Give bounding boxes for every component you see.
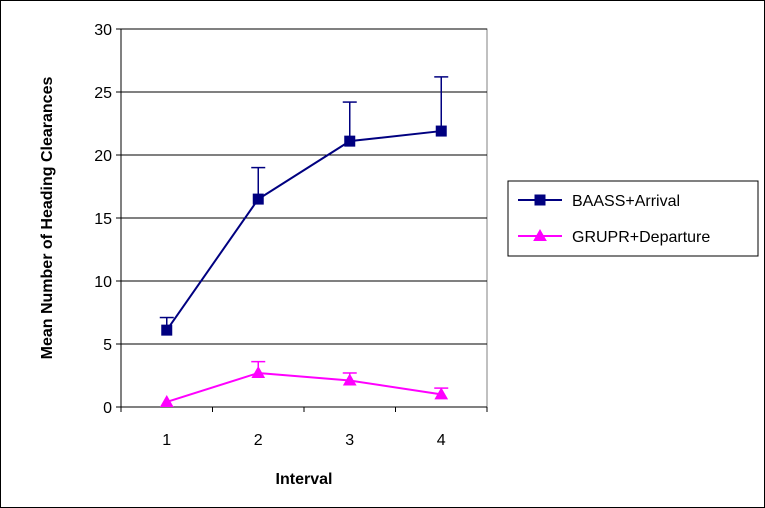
- axes: [116, 28, 488, 412]
- series-2: [159, 360, 449, 407]
- data-point: [342, 373, 357, 386]
- legend-label: GRUPR+Departure: [572, 229, 710, 246]
- x-tick-label: 4: [437, 432, 446, 449]
- series: [159, 76, 449, 407]
- series-1: [159, 76, 449, 336]
- data-point: [161, 324, 173, 336]
- data-point: [251, 365, 266, 378]
- y-tick-labels: 0 5 10 15 20 25 30: [94, 22, 112, 417]
- data-point: [344, 135, 356, 147]
- data-point: [159, 394, 174, 407]
- legend-marker: [533, 228, 547, 241]
- gridlines: [121, 28, 487, 345]
- y-tick-label: 30: [94, 22, 112, 39]
- legend-marker: [534, 194, 546, 206]
- y-tick-label: 25: [94, 85, 112, 102]
- series-line: [166, 371, 442, 403]
- legend: BAASS+Arrival GRUPR+Departure: [507, 180, 759, 257]
- legend-label: BAASS+Arrival: [572, 193, 680, 210]
- legend-box: [507, 180, 759, 257]
- y-axis-title: Mean Number of Heading Clearances: [39, 77, 56, 360]
- data-point: [434, 387, 449, 400]
- x-tick-label: 3: [345, 432, 354, 449]
- x-tick-labels: 1 2 3 4: [162, 432, 446, 449]
- x-tick-label: 1: [162, 432, 171, 449]
- legend-item-2: GRUPR+Departure: [518, 228, 710, 246]
- y-tick-label: 20: [94, 148, 112, 165]
- legend-item-1: BAASS+Arrival: [518, 193, 680, 210]
- x-tick-label: 2: [254, 432, 263, 449]
- y-tick-label: 15: [94, 211, 112, 228]
- y-tick-label: 10: [94, 274, 112, 291]
- data-point: [252, 193, 264, 205]
- series-line: [165, 130, 442, 331]
- x-axis-title: Interval: [276, 471, 333, 488]
- y-tick-label: 0: [103, 400, 112, 417]
- y-tick-label: 5: [103, 337, 112, 354]
- data-point: [435, 125, 447, 137]
